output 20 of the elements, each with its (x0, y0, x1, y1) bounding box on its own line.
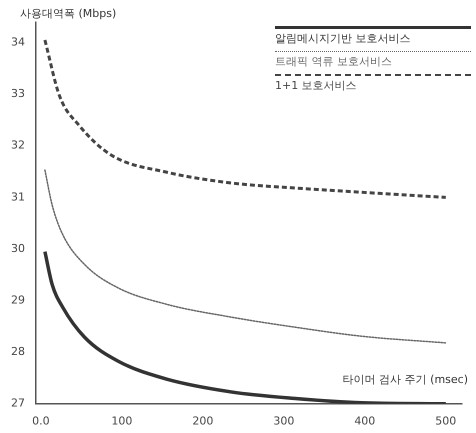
x-tick-label: 0.0 (32, 414, 50, 428)
y-tick-label: 29 (10, 293, 25, 306)
text: 알림메시지기반 보호서비스 (275, 26, 471, 46)
text: 1+1 보호서비스 (275, 74, 471, 93)
y-tick-label: 33 (10, 87, 25, 100)
text: 트래픽 역류 보호서비스 (275, 51, 471, 69)
y-tick-label: 32 (10, 138, 25, 152)
y-axis-title: 사용대역폭 (Mbps) (20, 6, 116, 21)
y-tick-label: 31 (10, 190, 25, 204)
line-series (44, 169, 447, 344)
x-tick-label: 100 (111, 414, 132, 428)
x-tick-label: 300 (273, 414, 294, 428)
x-axis-title: 타이머 검사 주기 (msec) (342, 372, 468, 387)
x-tick-label: 200 (192, 414, 214, 428)
y-tick-label: 27 (10, 396, 25, 410)
x-tick-label: 400 (354, 414, 376, 428)
y-tick-label: 28 (10, 345, 25, 358)
y-tick-label: 30 (10, 242, 25, 255)
x-tick-label: 500 (435, 414, 456, 428)
y-tick-label: 34 (10, 35, 25, 48)
